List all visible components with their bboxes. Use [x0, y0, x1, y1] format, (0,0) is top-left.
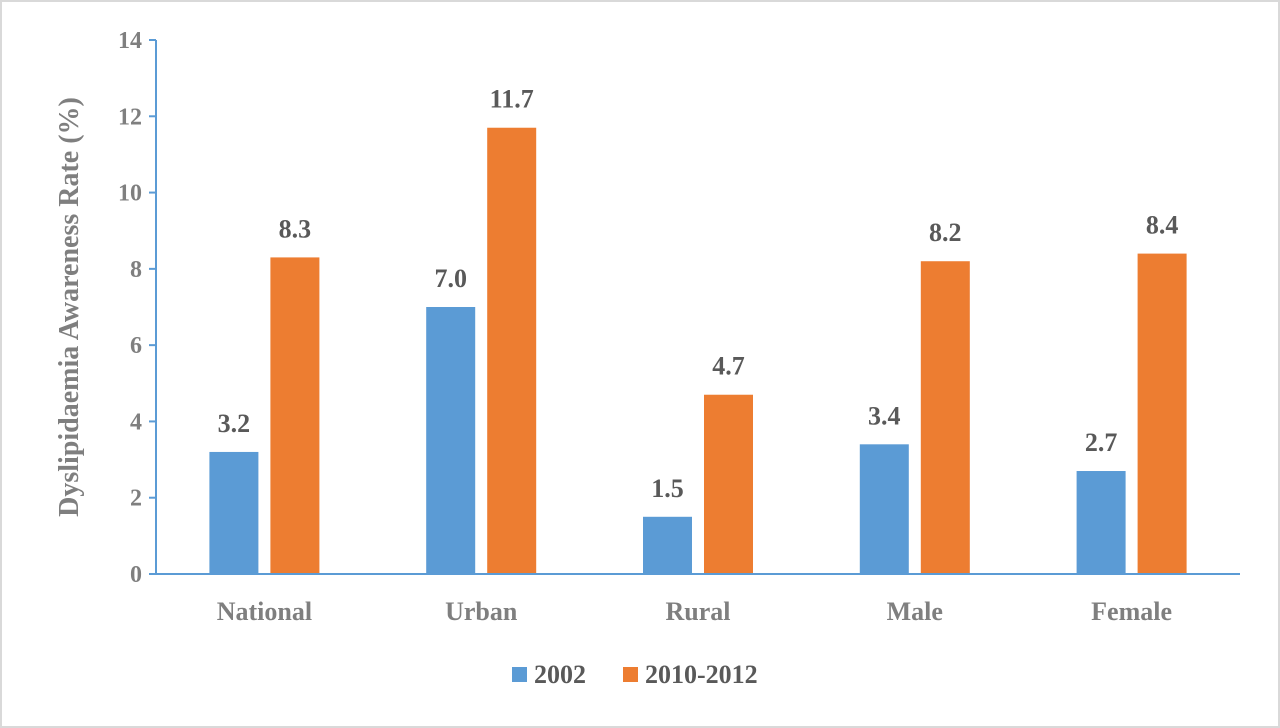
- y-tick-label: 10: [118, 181, 142, 207]
- data-label: 7.0: [434, 264, 467, 293]
- bar-2002-national: [209, 451, 259, 574]
- bar-2010-2012-male: [920, 261, 970, 574]
- bar-2002-rural: [643, 516, 692, 574]
- y-tick-label: 2: [130, 486, 142, 512]
- data-labels: 3.2 8.3 7.0 11.7 1.5 4.7 3.4 8.2 2.7 8.4: [218, 85, 1179, 503]
- y-axis-title: Dyslipidaemia Awareness Rate (%): [54, 97, 85, 517]
- category-label: National: [217, 597, 312, 626]
- y-tick-label: 0: [130, 562, 142, 588]
- category-label: Urban: [445, 597, 518, 626]
- bar-2002-male: [859, 444, 909, 574]
- data-label: 3.2: [218, 409, 251, 438]
- bar-2010-2012-rural: [704, 394, 753, 574]
- y-tick-label: 4: [130, 409, 142, 435]
- legend-label: 2010-2012: [645, 660, 758, 689]
- category-label: Female: [1091, 597, 1172, 626]
- legend-label: 2002: [534, 660, 586, 689]
- data-label: 8.3: [279, 214, 312, 243]
- data-label: 3.4: [868, 401, 901, 430]
- bars: [209, 127, 1187, 574]
- bar-2002-urban: [426, 307, 476, 574]
- data-label: 8.2: [929, 218, 962, 247]
- bar-2010-2012-national: [270, 257, 320, 574]
- data-label: 1.5: [651, 474, 684, 503]
- data-label: 8.4: [1146, 211, 1179, 240]
- category-label: Male: [887, 597, 943, 626]
- bar-2010-2012-female: [1137, 253, 1187, 574]
- axes: [155, 40, 1240, 575]
- category-labels: National Urban Rural Male Female: [217, 597, 1172, 626]
- category-label: Rural: [666, 597, 731, 626]
- data-label: 4.7: [712, 352, 745, 381]
- data-label: 2.7: [1085, 428, 1118, 457]
- legend-swatch-2010-2012: [623, 667, 638, 682]
- y-tick-label: 8: [130, 257, 142, 283]
- data-label: 11.7: [490, 85, 534, 114]
- bar-2002-female: [1076, 471, 1126, 574]
- bar-2010-2012-urban: [487, 127, 537, 574]
- y-axis-ticks: 0 2 4 6 8 10 12 14: [118, 28, 156, 588]
- y-tick-label: 12: [118, 104, 142, 130]
- legend: 2002 2010-2012: [512, 660, 758, 689]
- legend-swatch-2002: [512, 667, 527, 682]
- y-tick-label: 14: [118, 28, 142, 54]
- y-tick-label: 6: [130, 333, 142, 359]
